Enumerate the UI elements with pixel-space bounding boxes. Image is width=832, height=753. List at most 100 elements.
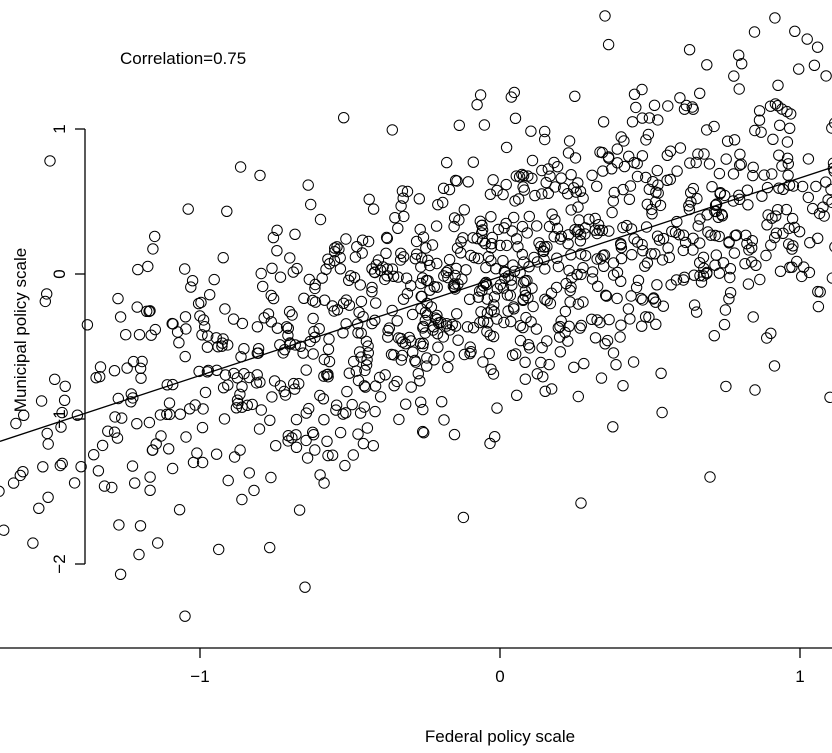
data-point [798, 261, 810, 273]
data-point [706, 181, 718, 193]
data-point [662, 242, 674, 254]
data-point [720, 380, 732, 393]
data-point [548, 231, 560, 243]
data-point [301, 452, 314, 464]
data-point [807, 202, 819, 215]
x-tick-label: −1 [190, 667, 209, 686]
data-point [366, 281, 378, 294]
data-point [485, 211, 497, 223]
data-point [155, 430, 167, 442]
data-point [348, 271, 361, 284]
data-point [421, 309, 434, 321]
data-point [262, 308, 275, 320]
data-point [578, 357, 590, 370]
data-point [150, 438, 162, 450]
data-point [704, 471, 716, 483]
data-point [649, 296, 662, 308]
data-point [458, 348, 471, 361]
data-point [579, 250, 592, 262]
data-point [360, 335, 373, 348]
data-point [114, 568, 127, 580]
data-point [274, 380, 287, 392]
data-point [463, 293, 476, 305]
data-point [166, 462, 179, 475]
data-point [339, 459, 351, 472]
data-point [754, 273, 766, 286]
data-point [776, 103, 788, 115]
data-point [509, 112, 522, 125]
data-point [415, 396, 427, 408]
y-tick-label: 0 [50, 269, 69, 278]
data-point [610, 359, 622, 371]
data-point [464, 347, 476, 360]
data-point [126, 460, 139, 472]
data-point [640, 171, 652, 184]
data-point [258, 312, 270, 324]
data-point [674, 92, 686, 104]
data-point [574, 185, 587, 198]
data-point [508, 86, 520, 99]
data-point [486, 231, 498, 244]
data-point [617, 221, 629, 234]
data-point [343, 367, 355, 379]
data-point [643, 112, 656, 124]
data-point [694, 257, 706, 269]
data-point [380, 231, 393, 244]
x-axis: −2−1012 [0, 647, 832, 686]
data-point [246, 398, 258, 411]
data-point [623, 193, 636, 206]
data-point [786, 261, 798, 273]
data-point [709, 229, 721, 242]
data-point [306, 294, 319, 307]
data-point [491, 184, 503, 197]
data-point [381, 270, 393, 282]
data-point [597, 165, 609, 177]
data-point [694, 237, 706, 249]
data-point [44, 155, 56, 167]
data-point [417, 403, 429, 416]
data-point [786, 212, 799, 225]
data-point [498, 265, 511, 278]
data-point [599, 10, 611, 22]
data-point [747, 311, 759, 323]
data-point [760, 249, 772, 262]
data-point [217, 252, 229, 264]
data-point [708, 330, 720, 342]
data-point [579, 228, 591, 240]
data-point [789, 25, 801, 37]
data-point [163, 443, 175, 455]
data-point [410, 235, 423, 248]
data-point [337, 408, 349, 420]
data-point [343, 299, 356, 311]
data-point [136, 355, 148, 368]
data-point [796, 270, 808, 283]
data-point [424, 284, 436, 296]
data-point [248, 484, 260, 497]
data-point [266, 262, 278, 274]
correlation-annotation: Correlation=0.75 [120, 49, 246, 68]
data-point [617, 183, 629, 196]
data-point [595, 372, 608, 384]
data-point [449, 320, 462, 332]
data-point [562, 147, 575, 159]
data-point [687, 182, 699, 195]
data-point [539, 293, 551, 305]
data-point [739, 258, 751, 270]
data-point [392, 271, 404, 283]
data-point [519, 356, 531, 368]
data-point [406, 308, 419, 321]
data-point [624, 313, 636, 325]
data-point [646, 203, 658, 216]
data-point [525, 125, 537, 137]
data-point [719, 304, 732, 316]
data-point [195, 296, 207, 309]
data-point [592, 219, 605, 231]
data-point [217, 382, 230, 394]
data-point [437, 331, 449, 343]
data-point [569, 152, 582, 164]
data-point [526, 282, 538, 294]
data-point [701, 59, 713, 71]
data-point [392, 332, 405, 344]
data-point [307, 429, 320, 441]
data-point [452, 334, 464, 346]
